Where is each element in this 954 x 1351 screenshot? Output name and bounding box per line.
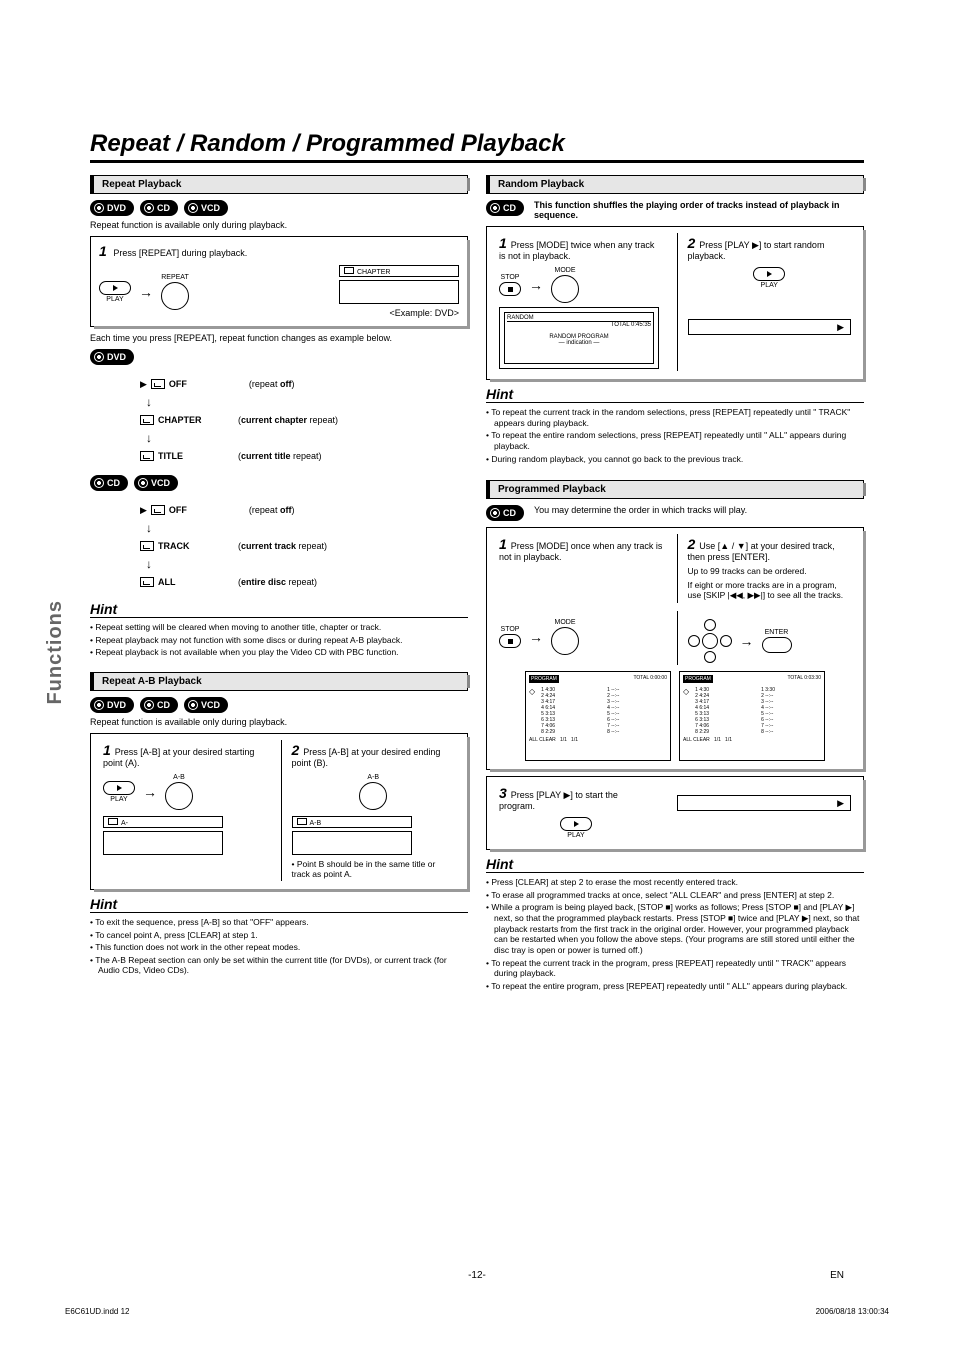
prog-screen-2: PROGRAM TOTAL 0:03:30 ◇ 1 4:302 4:243 4:… (679, 671, 825, 761)
content: Repeat / Random / Programmed Playback Re… (60, 60, 894, 993)
example-label: <Example: DVD> (389, 308, 459, 318)
right-column: Random Playback CD This function shuffle… (486, 175, 864, 993)
step-box-prog-12: 1Press [MODE] once when any track is not… (486, 527, 864, 770)
step-box-random: 1Press [MODE] twice when any track is no… (486, 226, 864, 380)
badge-cd-random: CD (486, 200, 524, 216)
hint-title-ab: Hint (90, 896, 468, 913)
badge-dvd: DVD (90, 200, 134, 216)
step-box-prog-3: 3Press [PLAY ▶] to start the program. PL… (486, 776, 864, 850)
arrow-icon: → (139, 284, 153, 300)
badge-vcd-3: VCD (184, 697, 228, 713)
random-screen: RANDOM TOTAL 0:45:35 RANDOM PROGRAM — in… (499, 307, 659, 369)
intro-ab: Repeat function is available only during… (90, 717, 468, 727)
prog-screen-1: PROGRAM TOTAL 0:00:00 ◇ 1 4:302 4:243 4:… (525, 671, 671, 761)
intro-programmed: You may determine the order in which tra… (534, 505, 864, 515)
badge-cd-prog: CD (486, 505, 524, 521)
badge-dvd-3: DVD (90, 697, 134, 713)
repeat-button-icon: REPEAT (161, 274, 189, 310)
hint-title-random: Hint (486, 386, 864, 403)
hint-list-random: To repeat the current track in the rando… (486, 407, 864, 464)
page-lang: EN (830, 1270, 844, 1281)
screen-chapter: CHAPTER (339, 265, 459, 277)
hint-title-prog: Hint (486, 856, 864, 873)
header-programmed: Programmed Playback (486, 480, 864, 499)
intro-random: This function shuffles the playing order… (534, 200, 864, 220)
columns: Repeat Playback DVD CD VCD Repeat functi… (90, 175, 864, 993)
hint-list-repeat: Repeat setting will be cleared when movi… (90, 622, 468, 658)
step-num-1: 1 (99, 243, 107, 259)
page-title: Repeat / Random / Programmed Playback (90, 130, 864, 163)
dpad-icon (688, 619, 732, 663)
step1-text: Press [REPEAT] during playback. (113, 248, 247, 258)
print-date: 2006/08/18 13:00:34 (816, 1307, 889, 1316)
step-box-ab: 1Press [A-B] at your desired starting po… (90, 733, 468, 890)
badge-cd-2: CD (90, 475, 128, 491)
cd-flow: ▶OFF(repeat off) ↓ TRACK(current track r… (140, 499, 468, 593)
hint-title-repeat: Hint (90, 601, 468, 618)
left-column: Repeat Playback DVD CD VCD Repeat functi… (90, 175, 468, 993)
step-box-repeat: 1 Press [REPEAT] during playback. PLAY →… (90, 236, 468, 327)
intro-repeat: Repeat function is available only during… (90, 220, 468, 230)
print-info: E6C61UD.indd 12 2006/08/18 13:00:34 (65, 1307, 889, 1316)
side-tab: Functions (44, 600, 67, 705)
badge-vcd-2: VCD (134, 475, 178, 491)
print-file: E6C61UD.indd 12 (65, 1307, 129, 1316)
badge-cd: CD (140, 200, 178, 216)
play-indicator: ▶ (688, 319, 852, 335)
hint-list-ab: To exit the sequence, press [A-B] so tha… (90, 917, 468, 976)
page: Functions Repeat / Random / Programmed P… (0, 0, 954, 1351)
each-time-text: Each time you press [REPEAT], repeat fun… (90, 333, 468, 343)
header-repeat: Repeat Playback (90, 175, 468, 194)
header-random: Random Playback (486, 175, 864, 194)
dvd-flow: ▶OFF(repeat off) ↓ CHAPTER(current chapt… (140, 373, 468, 467)
play-button-icon: PLAY (99, 281, 131, 303)
hint-list-prog: Press [CLEAR] at step 2 to erase the mos… (486, 877, 864, 991)
badge-cd-3: CD (140, 697, 178, 713)
badge-dvd-2: DVD (90, 349, 134, 365)
page-number: -12- (0, 1270, 954, 1281)
note-b: • Point B should be in the same title or… (292, 859, 456, 879)
badges-repeat: DVD CD VCD (90, 200, 468, 216)
header-ab: Repeat A-B Playback (90, 672, 468, 691)
badge-vcd: VCD (184, 200, 228, 216)
